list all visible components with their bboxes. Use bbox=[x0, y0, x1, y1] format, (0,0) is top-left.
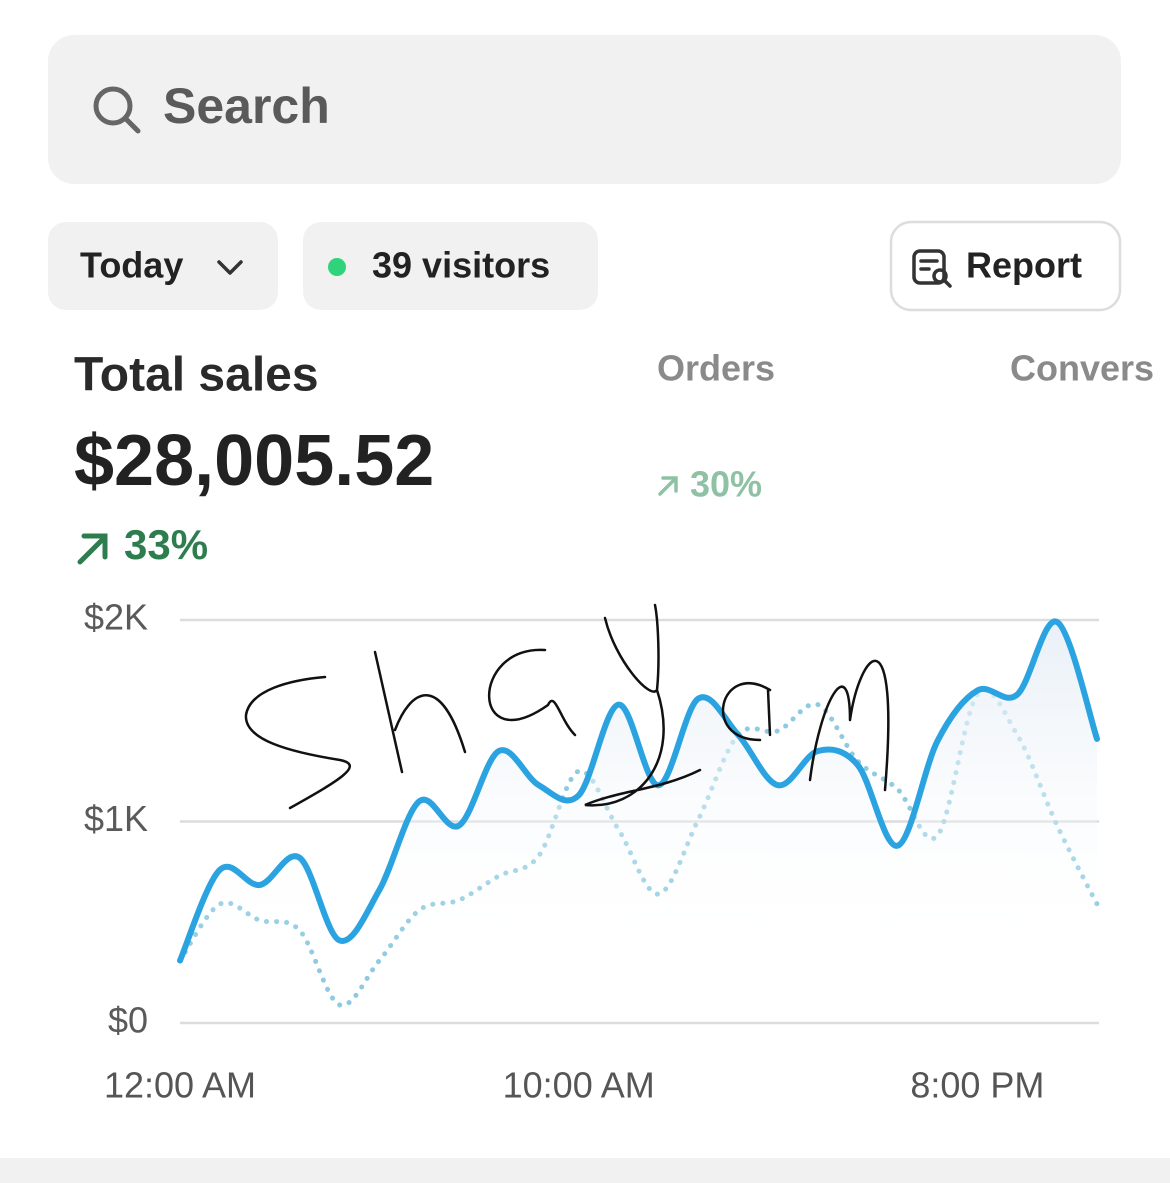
chart: $0 $1K $2K 12:00 AM 10:00 AM 8:00 PM bbox=[84, 597, 1100, 1106]
up-arrow bbox=[77, 533, 108, 565]
visitors-chip[interactable] bbox=[303, 222, 598, 310]
scribble bbox=[244, 603, 890, 810]
search-bar[interactable] bbox=[48, 35, 1121, 184]
live-dot bbox=[328, 258, 346, 276]
y-tick-label: $0 bbox=[108, 1000, 148, 1041]
report-label: Report bbox=[966, 245, 1082, 286]
chevron bbox=[217, 260, 243, 275]
x-tick-label: 8:00 PM bbox=[910, 1065, 1044, 1106]
up-arrow bbox=[658, 476, 678, 496]
visitors-label: 39 visitors bbox=[372, 245, 550, 286]
x-tick-label: 12:00 AM bbox=[104, 1065, 256, 1106]
area-fill bbox=[180, 621, 1097, 963]
date-label: Today bbox=[80, 245, 183, 286]
x-tick-label: 10:00 AM bbox=[503, 1065, 655, 1106]
date-filter[interactable] bbox=[48, 222, 278, 310]
metric-label[interactable]: Orders bbox=[657, 348, 775, 389]
search-icon bbox=[93, 86, 141, 134]
series-line bbox=[177, 618, 1100, 964]
metric-change: 33% bbox=[124, 521, 208, 568]
report-icon bbox=[912, 249, 952, 288]
bottom-bar bbox=[0, 1158, 1170, 1183]
y-tick-label: $2K bbox=[84, 597, 148, 638]
metric-label[interactable]: Total sales bbox=[74, 349, 319, 402]
metric-change: 30% bbox=[690, 464, 762, 505]
search-placeholder: Search bbox=[163, 78, 330, 134]
report-button[interactable] bbox=[889, 220, 1122, 312]
metric-value: $28,005.52 bbox=[74, 421, 434, 501]
y-tick-label: $1K bbox=[84, 798, 148, 839]
metric-label[interactable]: Convers bbox=[1010, 348, 1154, 389]
